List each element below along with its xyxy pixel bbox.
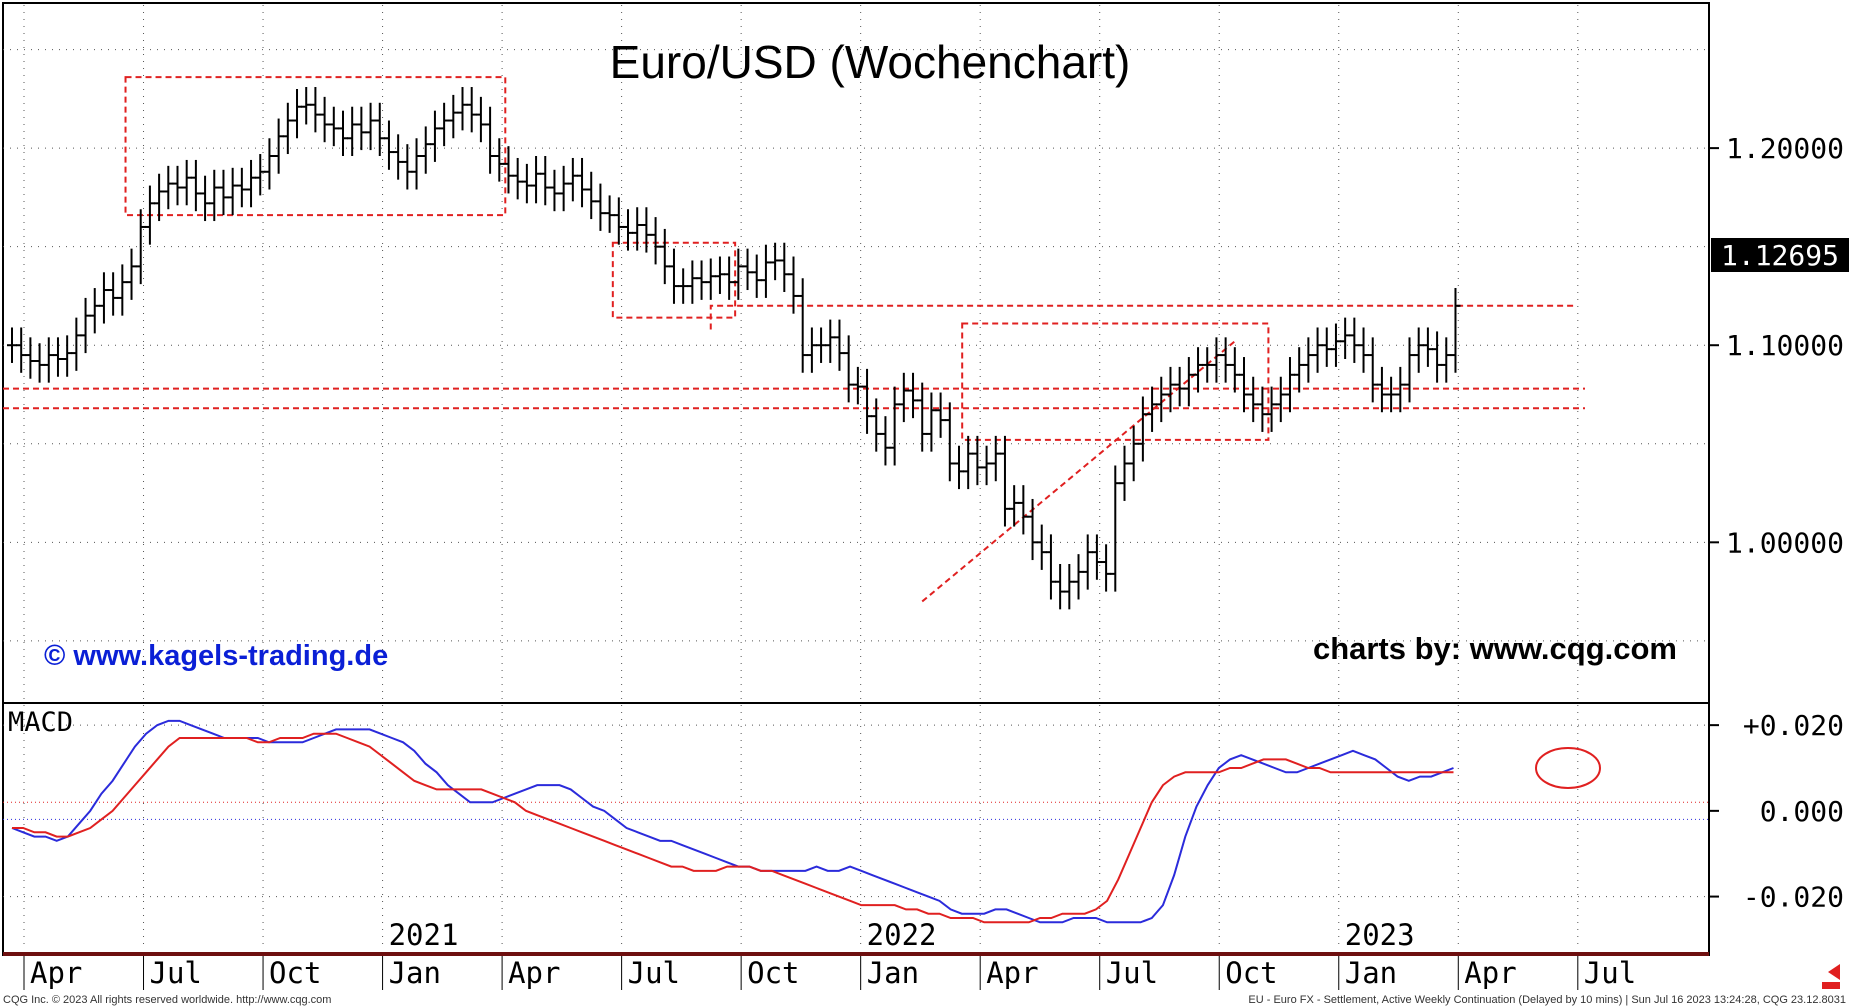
macd-crossover-circle bbox=[1535, 747, 1601, 789]
x-month-label: Apr bbox=[30, 956, 82, 990]
price-annotations bbox=[3, 76, 1585, 603]
y-axis-labels: 1.20000 1.10000 1.00000 +0.020 0.000 -0.020 bbox=[1709, 132, 1844, 914]
x-month-label: Apr bbox=[508, 956, 560, 990]
y-tick-label: 1.00000 bbox=[1726, 526, 1844, 559]
x-month-label: Jan bbox=[1345, 956, 1397, 990]
y-tick-label: 1.20000 bbox=[1726, 132, 1844, 165]
watermark-cqg: charts by: www.cqg.com bbox=[1313, 631, 1677, 666]
x-month-label: Jul bbox=[1106, 956, 1158, 990]
x-month-label: Jul bbox=[1584, 956, 1636, 990]
macd-tick-label: -0.020 bbox=[1743, 881, 1844, 914]
last-price-label: 1.12695 bbox=[1721, 239, 1839, 272]
macd-tick-label: 0.000 bbox=[1760, 795, 1844, 828]
watermark-kagels: © www.kagels-trading.de bbox=[44, 640, 388, 672]
price-bars bbox=[7, 87, 1461, 610]
x-month-label: Jul bbox=[150, 956, 202, 990]
x-month-label: Apr bbox=[1464, 956, 1516, 990]
macd-line bbox=[11, 719, 1454, 924]
macd-panel-frame bbox=[2, 702, 1710, 956]
x-month-label: Oct bbox=[269, 956, 321, 990]
scroll-arrow-icon[interactable] bbox=[1828, 964, 1840, 980]
time-axis-strip bbox=[3, 952, 1709, 956]
x-month-label: Jan bbox=[389, 956, 441, 990]
consolidation-box bbox=[611, 241, 737, 319]
macd-gridlines bbox=[3, 705, 1709, 948]
trend-line bbox=[921, 340, 1236, 603]
x-year-label: 2023 bbox=[1345, 918, 1415, 952]
x-month-label: Oct bbox=[747, 956, 799, 990]
price-gridlines bbox=[3, 5, 1709, 700]
x-month-label: Oct bbox=[1225, 956, 1277, 990]
last-price-tag: 1.12695 bbox=[1711, 238, 1849, 272]
scroll-thumb[interactable] bbox=[1822, 982, 1840, 989]
macd-series bbox=[11, 719, 1601, 924]
price-panel-frame bbox=[2, 2, 1710, 704]
consolidation-box bbox=[961, 322, 1270, 441]
x-year-label: 2021 bbox=[389, 918, 459, 952]
x-month-label: Jul bbox=[628, 956, 680, 990]
footer-info: EU - Euro FX - Settlement, Active Weekly… bbox=[1248, 994, 1846, 1006]
signal-line bbox=[12, 732, 1454, 924]
footer-copyright: CQG Inc. © 2023 All rights reserved worl… bbox=[3, 994, 331, 1006]
macd-tick-label: +0.020 bbox=[1743, 709, 1844, 742]
x-axis-labels: Apr Jul Oct Jan Apr Jul Oct Jan Apr Jul Oct Jan Apr J… bbox=[23, 918, 1636, 990]
y-tick-label: 1.10000 bbox=[1726, 329, 1844, 362]
last-price-box bbox=[1711, 238, 1849, 272]
chart-title: Euro/USD (Wochenchart) bbox=[610, 36, 1131, 88]
macd-label: MACD bbox=[8, 707, 73, 738]
x-year-label: 2022 bbox=[867, 918, 937, 952]
x-month-label: Apr bbox=[986, 956, 1038, 990]
x-month-label: Jan bbox=[867, 956, 919, 990]
resistance-line bbox=[709, 304, 1575, 330]
